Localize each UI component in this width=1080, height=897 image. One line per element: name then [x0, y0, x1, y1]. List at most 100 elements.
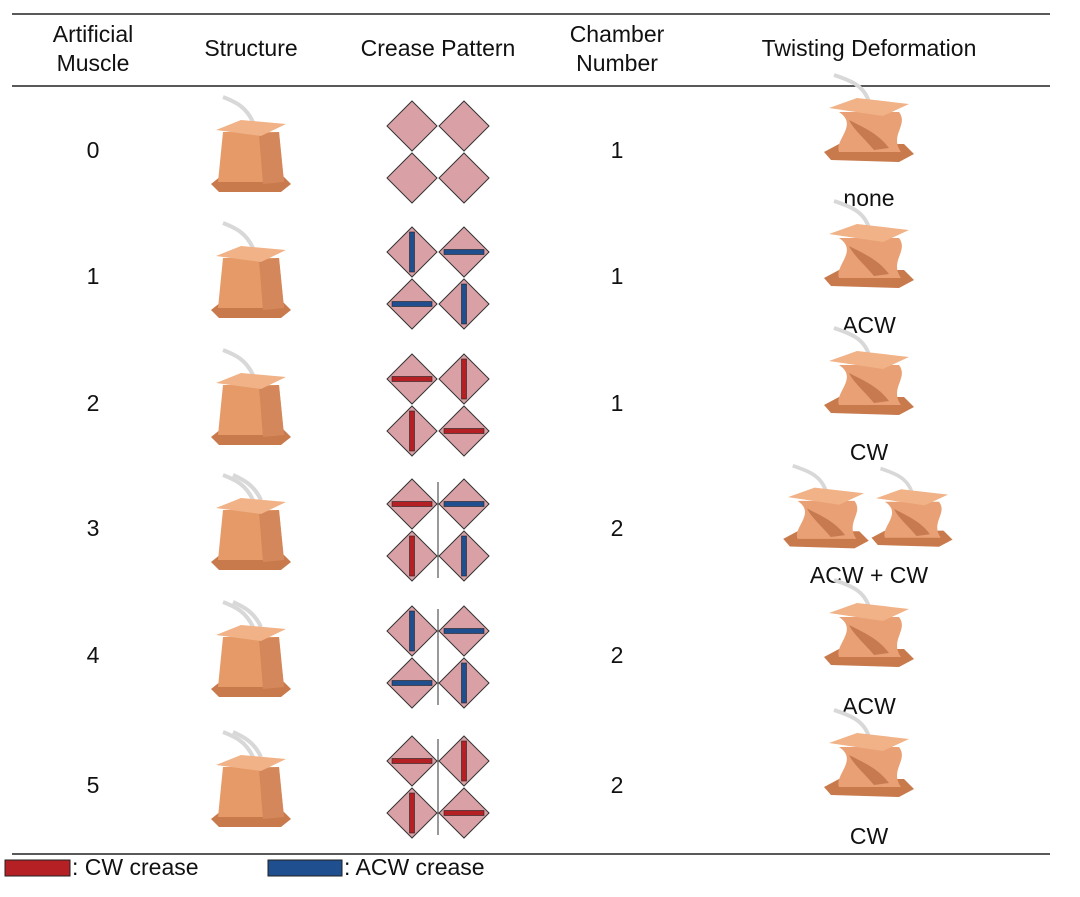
twist-shadow — [849, 246, 889, 276]
tube — [833, 578, 871, 608]
crease — [409, 231, 415, 273]
deformation-photo — [824, 199, 914, 288]
chamber-number: 2 — [611, 772, 624, 798]
top-plate — [876, 489, 948, 506]
tube — [222, 348, 255, 376]
deformation-photo — [824, 578, 914, 667]
tube — [833, 199, 871, 229]
legend-label: : ACW crease — [344, 854, 485, 880]
tube — [222, 95, 255, 123]
tube — [833, 708, 871, 738]
crease — [443, 249, 485, 255]
chamber-number: 1 — [611, 390, 624, 416]
top-plate — [829, 733, 909, 751]
structure-photo — [211, 473, 291, 570]
structure-photo — [211, 221, 291, 318]
tube — [222, 600, 255, 628]
twist-shadow — [849, 120, 889, 150]
tube — [833, 73, 871, 103]
crease — [443, 501, 485, 507]
crease — [461, 662, 467, 704]
body-side — [259, 132, 284, 184]
top-plate — [829, 98, 909, 116]
crease — [461, 358, 467, 400]
crease-panel — [386, 152, 438, 204]
muscle-id: 1 — [87, 263, 100, 289]
body-side — [259, 385, 284, 437]
header-cell: Structure — [204, 35, 297, 61]
structure-photo — [211, 730, 291, 827]
deformation-photo — [871, 466, 953, 547]
top-plate — [216, 246, 286, 262]
crease — [461, 535, 467, 577]
crease — [461, 283, 467, 325]
cw-swatch — [4, 859, 71, 877]
twist-shadow — [849, 755, 889, 785]
chamber-number: 2 — [611, 515, 624, 541]
tube — [222, 730, 255, 758]
structure-photo — [211, 348, 291, 445]
twist-shadow — [807, 508, 845, 537]
muscle-id: 5 — [87, 772, 100, 798]
body-side — [259, 637, 284, 689]
deformation-photo — [824, 708, 914, 797]
chamber-number: 1 — [611, 263, 624, 289]
chamber-number: 2 — [611, 642, 624, 668]
body-side — [259, 767, 284, 819]
deformation-photo — [824, 73, 914, 162]
muscle-id: 0 — [87, 137, 100, 163]
body-side — [259, 510, 284, 562]
tube — [232, 600, 263, 628]
crease — [391, 301, 433, 307]
legend-label: : CW crease — [72, 854, 199, 880]
crease — [443, 810, 485, 816]
body-side — [259, 258, 284, 310]
top-plate — [216, 498, 286, 514]
header-cell: Crease Pattern — [361, 35, 516, 61]
top-plate — [829, 603, 909, 621]
top-plate — [829, 224, 909, 242]
tube — [222, 473, 255, 501]
tube — [232, 730, 263, 758]
muscle-id: 2 — [87, 390, 100, 416]
header-cell: Muscle — [57, 50, 130, 76]
twist-label: CW — [850, 439, 889, 465]
acw-swatch — [267, 859, 343, 877]
header-cell: Chamber — [570, 21, 665, 47]
top-plate — [216, 120, 286, 136]
crease — [391, 376, 433, 382]
crease — [409, 792, 415, 834]
twist-label: ACW + CW — [810, 562, 928, 588]
header-cell: Twisting Deformation — [762, 35, 977, 61]
header-cell: Artificial — [53, 21, 134, 47]
twist-shadow — [894, 509, 930, 536]
crease — [443, 628, 485, 634]
crease — [391, 758, 433, 764]
crease-panel — [438, 152, 490, 204]
top-plate — [216, 373, 286, 389]
header-cell: Number — [576, 50, 658, 76]
muscle-id: 3 — [87, 515, 100, 541]
tube — [879, 466, 914, 494]
top-plate — [829, 351, 909, 369]
crease-panel — [386, 100, 438, 152]
crease — [409, 610, 415, 652]
top-plate — [788, 487, 864, 505]
crease — [391, 501, 433, 507]
crease — [391, 680, 433, 686]
tube — [222, 221, 255, 249]
twist-label: CW — [850, 823, 889, 849]
crease-panel — [438, 100, 490, 152]
tube — [792, 463, 828, 493]
twist-shadow — [849, 373, 889, 403]
chamber-number: 1 — [611, 137, 624, 163]
deformation-photo — [783, 463, 869, 549]
structure-photo — [211, 95, 291, 192]
top-plate — [216, 625, 286, 641]
tube — [833, 326, 871, 356]
top-plate — [216, 755, 286, 771]
structure-photo — [211, 600, 291, 697]
twist-shadow — [849, 625, 889, 655]
